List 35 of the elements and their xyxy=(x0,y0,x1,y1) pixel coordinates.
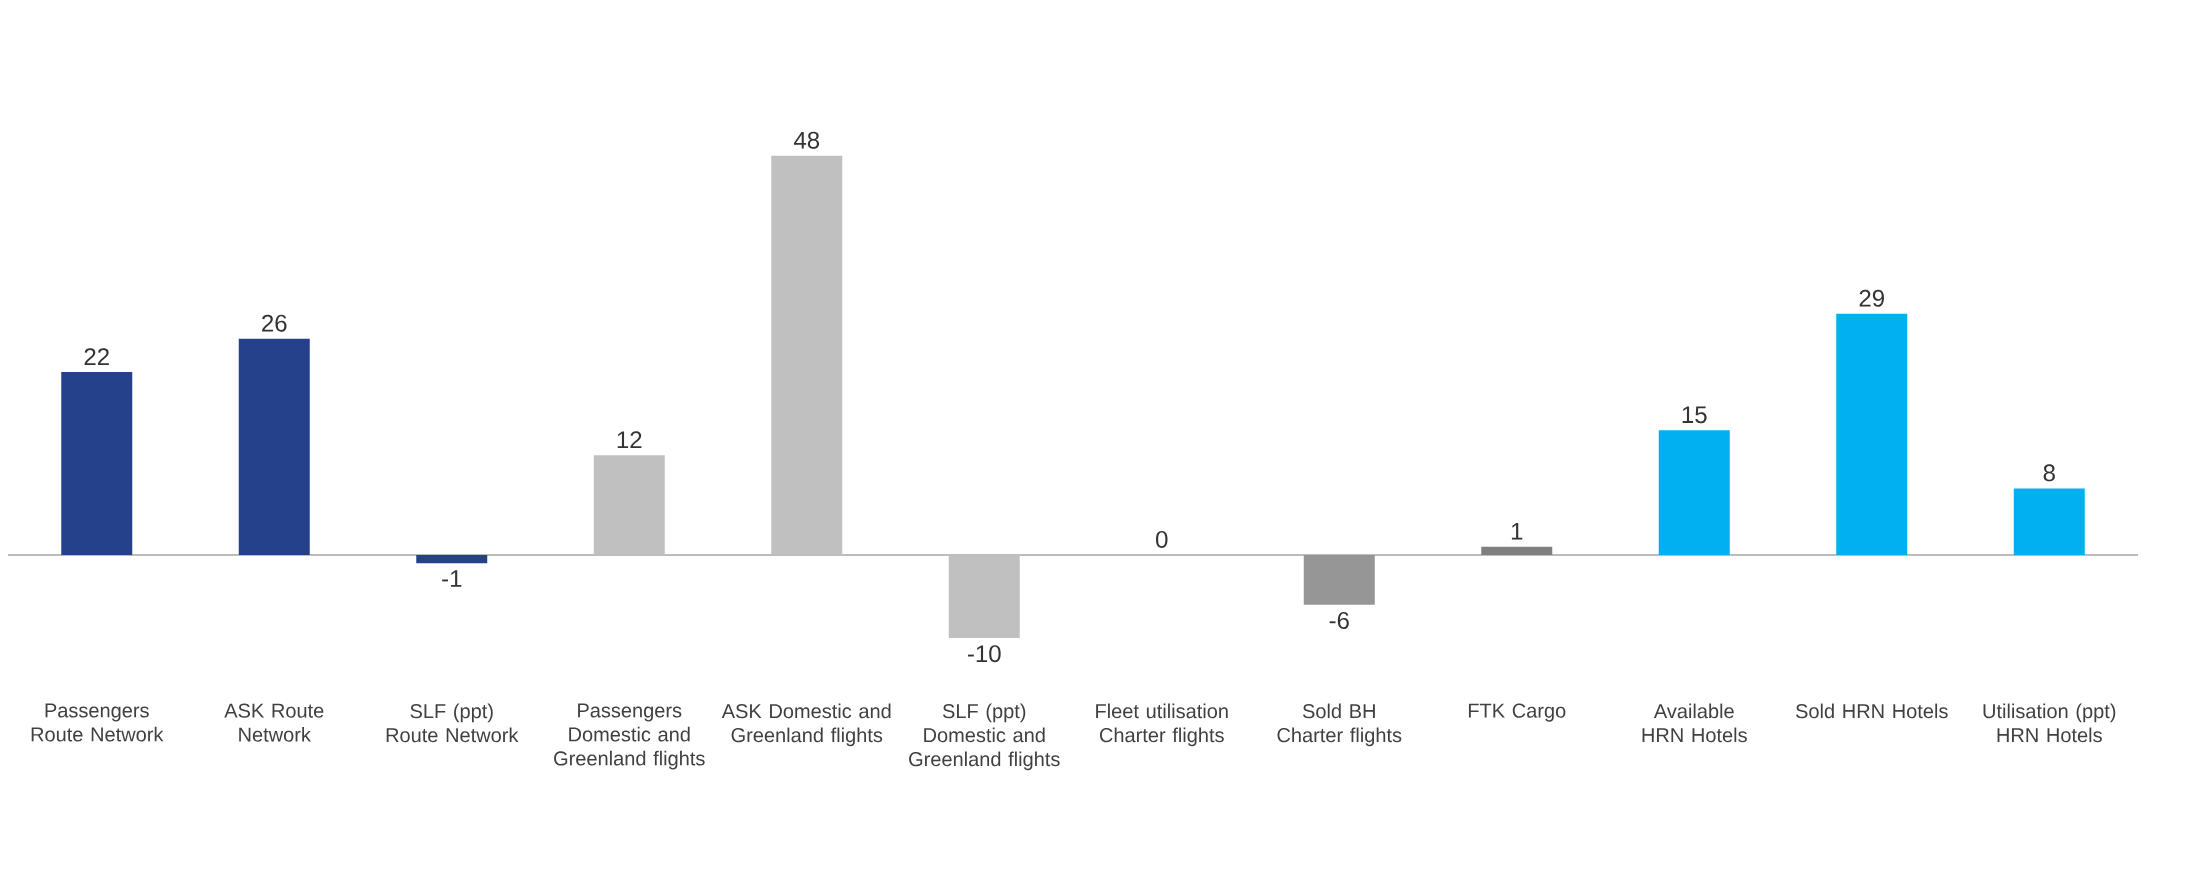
bar xyxy=(61,371,133,555)
data-label: 15 xyxy=(1682,406,1707,424)
x-tick-label: SLF (ppt) Domestic and Greenland flights xyxy=(909,703,1060,771)
x-tick-label: Sold BH Charter flights xyxy=(1277,703,1402,747)
x-tick-label: SLF (ppt) Route Network xyxy=(386,703,519,743)
bar xyxy=(771,155,843,555)
x-tick-label: Utilisation (ppt) HRN Hotels xyxy=(1983,703,2116,743)
data-label: 12 xyxy=(617,431,642,449)
bar xyxy=(1836,313,1908,555)
data-label: 26 xyxy=(262,314,287,332)
data-label: 29 xyxy=(1859,289,1884,307)
data-label: 8 xyxy=(2043,464,2055,482)
x-tick-label: Sold HRN Hotels xyxy=(1795,703,1948,719)
bar xyxy=(1658,430,1730,555)
x-tick-label: Available HRN Hotels xyxy=(1642,703,1747,743)
x-tick-label: FTK Cargo xyxy=(1468,703,1566,722)
data-label: -10 xyxy=(967,645,1001,663)
data-label: -1 xyxy=(442,570,462,587)
data-label: -6 xyxy=(1329,611,1349,629)
bar xyxy=(2013,488,2085,555)
x-tick-label: ASK Route Network xyxy=(224,703,324,742)
data-label: 1 xyxy=(1511,523,1523,540)
data-label: 0 xyxy=(1156,530,1168,548)
bar xyxy=(1481,546,1553,555)
x-tick-label: Passengers Route Network xyxy=(31,703,164,742)
data-label: 48 xyxy=(793,131,820,149)
bar xyxy=(948,554,1020,639)
x-tick-label: Passengers Domestic and Greenland flights xyxy=(554,703,705,770)
x-tick-label: Fleet utilisation Charter flights xyxy=(1096,703,1228,747)
bar xyxy=(1303,554,1375,605)
data-label: 22 xyxy=(84,348,109,365)
x-tick-label: ASK Domestic and Greenland flights xyxy=(721,703,891,747)
bar xyxy=(593,455,665,555)
bar xyxy=(238,338,310,555)
bar xyxy=(416,554,488,564)
